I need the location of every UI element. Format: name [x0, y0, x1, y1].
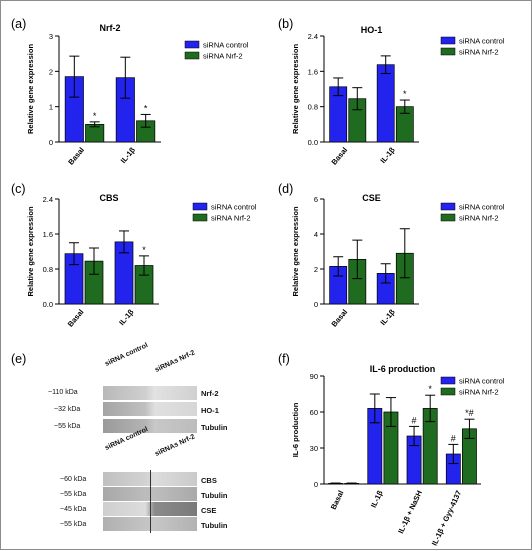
x-tick-label: Basal: [329, 489, 346, 511]
y-tick-label: 1.6: [43, 230, 53, 239]
x-tick-label: IL-1β: [369, 489, 385, 509]
panel-letter-a: (a): [11, 17, 27, 31]
legend-label: siRNA control: [459, 37, 505, 46]
x-tick-label: IL-1β + NaSH: [396, 489, 424, 535]
legend-label: siRNA Nrf-2: [211, 214, 251, 223]
y-axis-label: Relative gene expression: [291, 206, 300, 296]
chart-title: IL-6 production: [370, 364, 436, 374]
significance-mark: *: [144, 103, 148, 113]
y-tick-label: 3: [49, 32, 53, 41]
y-tick-label: 2.4: [308, 32, 318, 41]
y-axis-label: Relative gene expression: [26, 44, 35, 134]
legend-label: siRNA control: [459, 377, 505, 386]
blot-kda: ~60 kDa: [60, 476, 87, 483]
legend-swatch: [184, 40, 200, 49]
blot-band-nrf2: [103, 386, 197, 400]
blot-kda: ~110 kDa: [48, 389, 78, 396]
blot-label: Tubulin: [201, 423, 228, 432]
chart-title: HO-1: [361, 25, 383, 35]
y-tick-label: 6: [314, 195, 318, 204]
legend-swatch: [184, 51, 200, 60]
legend-label: siRNA control: [459, 203, 505, 212]
significance-mark: *#: [465, 408, 474, 418]
chart-title: CBS: [99, 193, 118, 203]
x-tick-label: IL-1β + Gyy-4137: [430, 489, 463, 547]
chart-title: CSE: [362, 193, 381, 203]
panel-letter-f: (f): [278, 352, 290, 366]
y-tick-label: 1.6: [308, 67, 318, 76]
y-tick-label: 0: [314, 300, 318, 309]
blot-label: Tubulin: [201, 491, 228, 500]
significance-mark: *: [93, 111, 97, 121]
legend-label: siRNA Nrf-2: [459, 48, 499, 57]
y-tick-label: 90: [310, 372, 318, 381]
legend-swatch: [192, 202, 208, 211]
legend-swatch: [440, 213, 456, 222]
blot-label: CBS: [201, 476, 217, 485]
blot-kda: ~55 kDa: [60, 521, 87, 528]
legend-swatch: [440, 36, 456, 45]
panel-letter-d: (d): [278, 182, 294, 196]
y-tick-label: 0.0: [308, 138, 318, 147]
y-tick-label: 60: [310, 408, 318, 417]
y-tick-label: 2: [49, 67, 53, 76]
significance-mark: #: [451, 433, 456, 443]
legend-swatch: [440, 202, 456, 211]
significance-mark: *: [142, 245, 146, 255]
legend-label: siRNA control: [203, 41, 249, 50]
y-axis-label: Relative gene expression: [26, 206, 35, 296]
y-tick-label: 1: [49, 103, 53, 112]
blot-kda: ~45 kDa: [60, 506, 87, 513]
y-tick-label: 0: [49, 138, 53, 147]
y-tick-label: 0.0: [43, 300, 53, 309]
blot-kda: ~32 kDa: [54, 406, 81, 413]
blot-divider: [150, 470, 151, 533]
y-axis-label: IL-6 production: [291, 402, 300, 457]
legend-swatch: [192, 213, 208, 222]
legend-swatch: [440, 376, 456, 385]
significance-mark: *: [428, 384, 432, 394]
blot-band-ho1: [103, 402, 197, 416]
blot-label: HO-1: [201, 406, 219, 415]
significance-mark: *: [403, 89, 407, 99]
panel-letter-e: (e): [11, 352, 27, 366]
panel-letter-c: (c): [11, 182, 26, 196]
y-tick-label: 0: [314, 480, 318, 489]
significance-mark: #: [412, 415, 417, 425]
blot-kda: ~55 kDa: [54, 423, 81, 430]
y-tick-label: 4: [314, 230, 318, 239]
y-tick-label: 0.8: [308, 103, 318, 112]
legend-swatch: [440, 387, 456, 396]
legend-label: siRNA Nrf-2: [203, 52, 243, 61]
y-tick-label: 2: [314, 265, 318, 274]
blot-kda: ~55 kDa: [60, 491, 87, 498]
legend-label: siRNA Nrf-2: [459, 388, 499, 397]
y-tick-label: 30: [310, 444, 318, 453]
legend-label: siRNA control: [211, 203, 257, 212]
y-tick-label: 2.4: [43, 195, 53, 204]
blot-label: CSE: [201, 506, 217, 515]
y-tick-label: 0.8: [43, 265, 53, 274]
blot-label: Nrf-2: [201, 389, 219, 398]
legend-swatch: [440, 47, 456, 56]
legend-label: siRNA Nrf-2: [459, 214, 499, 223]
panel-letter-b: (b): [278, 17, 294, 31]
blot-label: Tubulin: [201, 521, 228, 530]
blot-band-tubulin: [103, 419, 197, 433]
chart-title: Nrf-2: [99, 23, 120, 33]
y-axis-label: Relative gene expression: [291, 44, 300, 134]
